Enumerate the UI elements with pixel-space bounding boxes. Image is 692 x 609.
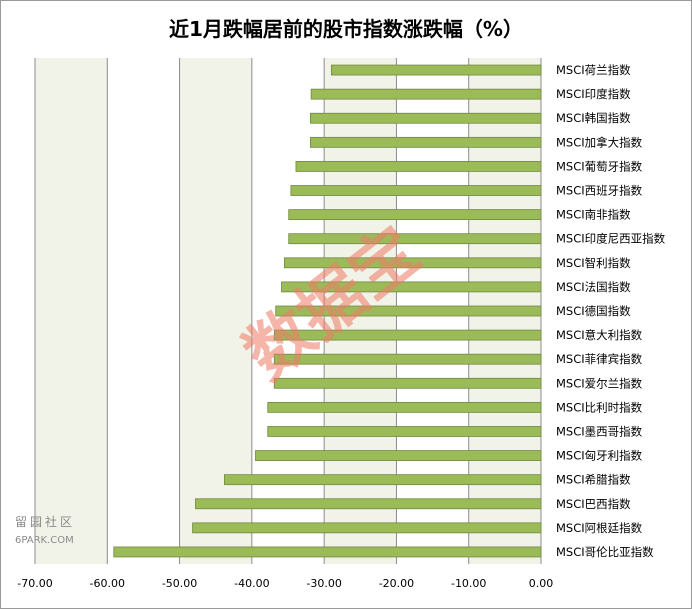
category-label: MSCI葡萄牙指数: [556, 159, 643, 173]
site-logo-english: 6PARK.COM: [15, 535, 74, 546]
x-tick-label: -30.00: [306, 577, 341, 590]
chart-title: 近1月跌幅居前的股市指数涨跌幅（%）: [169, 17, 523, 41]
bar: [192, 522, 542, 534]
x-tick-label: -50.00: [162, 577, 197, 590]
category-label: MSCI匈牙利指数: [556, 449, 643, 463]
x-tick-label: -20.00: [379, 577, 414, 590]
bar: [288, 209, 542, 221]
bar: [267, 426, 542, 437]
category-label: MSCI巴西指数: [556, 497, 631, 511]
bar: [283, 257, 542, 269]
category-label: MSCI德国指数: [556, 304, 631, 318]
category-label: MSCI西班牙指数: [556, 184, 643, 198]
bar: [275, 305, 542, 317]
x-tick-label: -70.00: [17, 577, 52, 590]
site-logo: 留园社区 6PARK.COM: [15, 514, 75, 546]
category-label: MSCI哥伦比亚指数: [556, 545, 654, 559]
bar: [310, 88, 542, 100]
category-label: MSCI法国指数: [556, 280, 631, 294]
bar: [195, 498, 542, 510]
category-label: MSCI意大利指数: [556, 328, 643, 342]
x-tick-label: 0.00: [529, 577, 554, 590]
background-band: [179, 58, 252, 564]
category-label: MSCI菲律宾指数: [556, 352, 643, 366]
category-labels: MSCI荷兰指数 MSCI印度指数 MSCI韩国指数 MSCI加拿大指数 MSCI葡萄牙…: [556, 63, 666, 559]
category-label: MSCI希腊指数: [556, 473, 631, 487]
bar: [281, 281, 542, 293]
bar: [330, 64, 542, 76]
category-label: MSCI荷兰指数: [556, 63, 631, 77]
site-logo-chinese: 留园社区: [15, 514, 75, 529]
bar: [295, 161, 542, 172]
bar: [310, 112, 542, 124]
bars: [113, 64, 542, 558]
bar: [223, 474, 542, 486]
category-label: MSCI墨西哥指数: [556, 424, 643, 438]
bar: [273, 329, 542, 341]
bar: [290, 185, 542, 196]
x-tick-label: -60.00: [90, 577, 125, 590]
category-label: MSCI智利指数: [556, 256, 631, 270]
category-label: MSCI印度尼西亚指数: [556, 232, 666, 246]
bar: [273, 377, 542, 389]
bar: [288, 233, 542, 245]
bar: [267, 401, 542, 413]
category-label: MSCI韩国指数: [556, 111, 631, 125]
bar: [113, 546, 542, 558]
x-tick-label: -10.00: [451, 577, 486, 590]
category-label: MSCI阿根廷指数: [556, 521, 643, 535]
category-label: MSCI比利时指数: [556, 400, 643, 414]
bar: [273, 353, 542, 365]
category-label: MSCI印度指数: [556, 87, 631, 101]
x-axis-tick-labels: -70.00 -60.00 -50.00 -40.00 -30.00 -20.00 -10.…: [17, 577, 553, 590]
bar: [310, 136, 542, 148]
bar: [255, 450, 542, 461]
background-band: [35, 58, 108, 564]
category-label: MSCI加拿大指数: [556, 135, 643, 149]
x-tick-label: -40.00: [234, 577, 269, 590]
category-label: MSCI爱尔兰指数: [556, 376, 643, 390]
category-label: MSCI南非指数: [556, 208, 631, 222]
